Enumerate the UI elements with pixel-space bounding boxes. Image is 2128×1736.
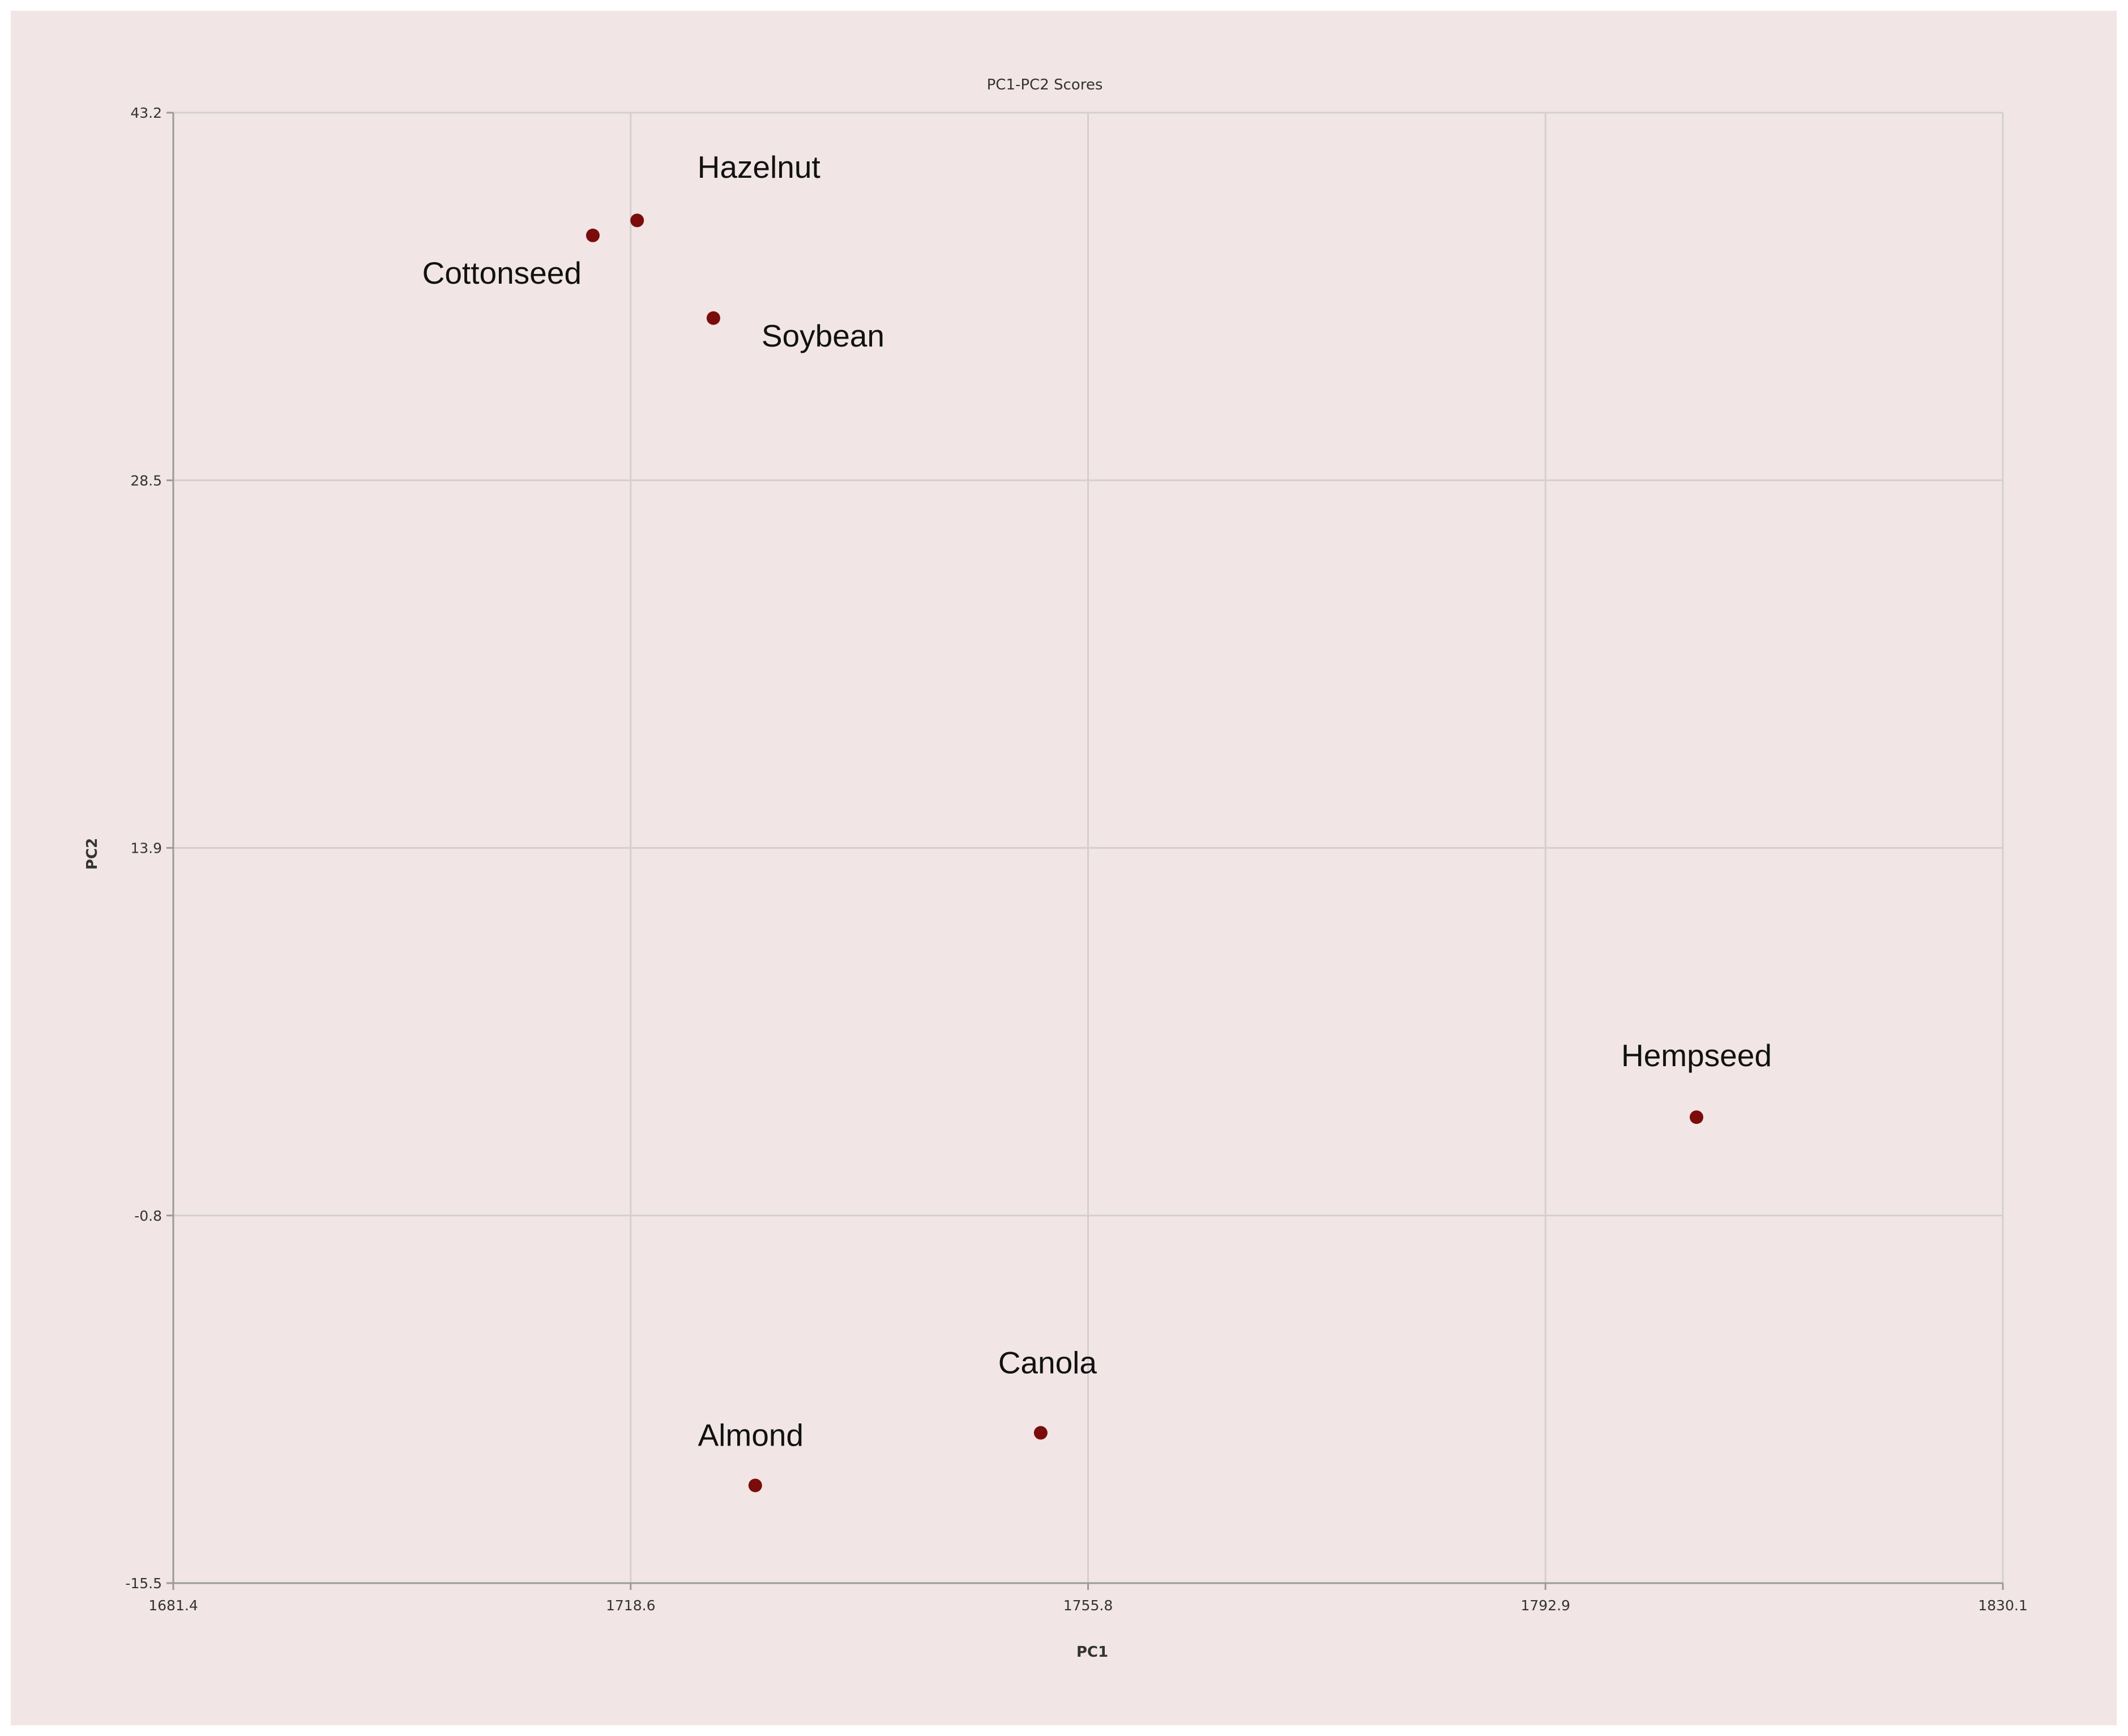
y-axis-label: PC2	[84, 838, 101, 870]
data-point-almond	[748, 1478, 762, 1493]
tick-labels: 1681.4 1718.6 1755.8 1792.9 1830.1 43.2 28.5 13…	[125, 105, 2027, 1614]
chart-title: PC1-PC2 Scores	[987, 76, 1103, 93]
point-labels: Hazelnut Cottonseed Soybean Hempseed Canola A…	[422, 149, 1772, 1452]
axes	[166, 112, 2004, 1590]
x-axis-label: PC1	[1076, 1644, 1108, 1661]
grid-lines	[173, 112, 2004, 1583]
y-tick-label: -0.8	[134, 1208, 162, 1224]
point-label-almond: Almond	[698, 1417, 804, 1452]
x-tick-label: 1755.8	[1063, 1597, 1113, 1614]
point-label-hempseed: Hempseed	[1621, 1038, 1772, 1073]
y-tick-label: 13.9	[130, 840, 162, 857]
x-tick-label: 1830.1	[1978, 1597, 2027, 1614]
point-label-soybean: Soybean	[762, 318, 884, 353]
x-tick-label: 1681.4	[148, 1597, 198, 1614]
data-point-soybean	[706, 311, 720, 325]
point-label-cottonseed: Cottonseed	[422, 255, 582, 290]
data-points	[586, 213, 1703, 1493]
x-tick-label: 1792.9	[1521, 1597, 1570, 1614]
data-point-cottonseed	[586, 228, 600, 242]
point-label-hazelnut: Hazelnut	[698, 149, 821, 185]
x-tick-label: 1718.6	[606, 1597, 655, 1614]
data-point-canola	[1033, 1426, 1048, 1440]
chart-panel: PC1-PC2 Scores 1681.4 1718.6 1755.8 1792.9 1…	[11, 11, 2117, 1725]
y-tick-label: 28.5	[130, 472, 162, 489]
data-point-hempseed	[1689, 1110, 1703, 1124]
y-tick-label: 43.2	[130, 105, 162, 121]
y-tick-label: -15.5	[125, 1575, 162, 1592]
data-point-hazelnut	[630, 213, 644, 228]
point-label-canola: Canola	[998, 1345, 1097, 1380]
scatter-chart: PC1-PC2 Scores 1681.4 1718.6 1755.8 1792.9 1…	[84, 76, 2028, 1661]
